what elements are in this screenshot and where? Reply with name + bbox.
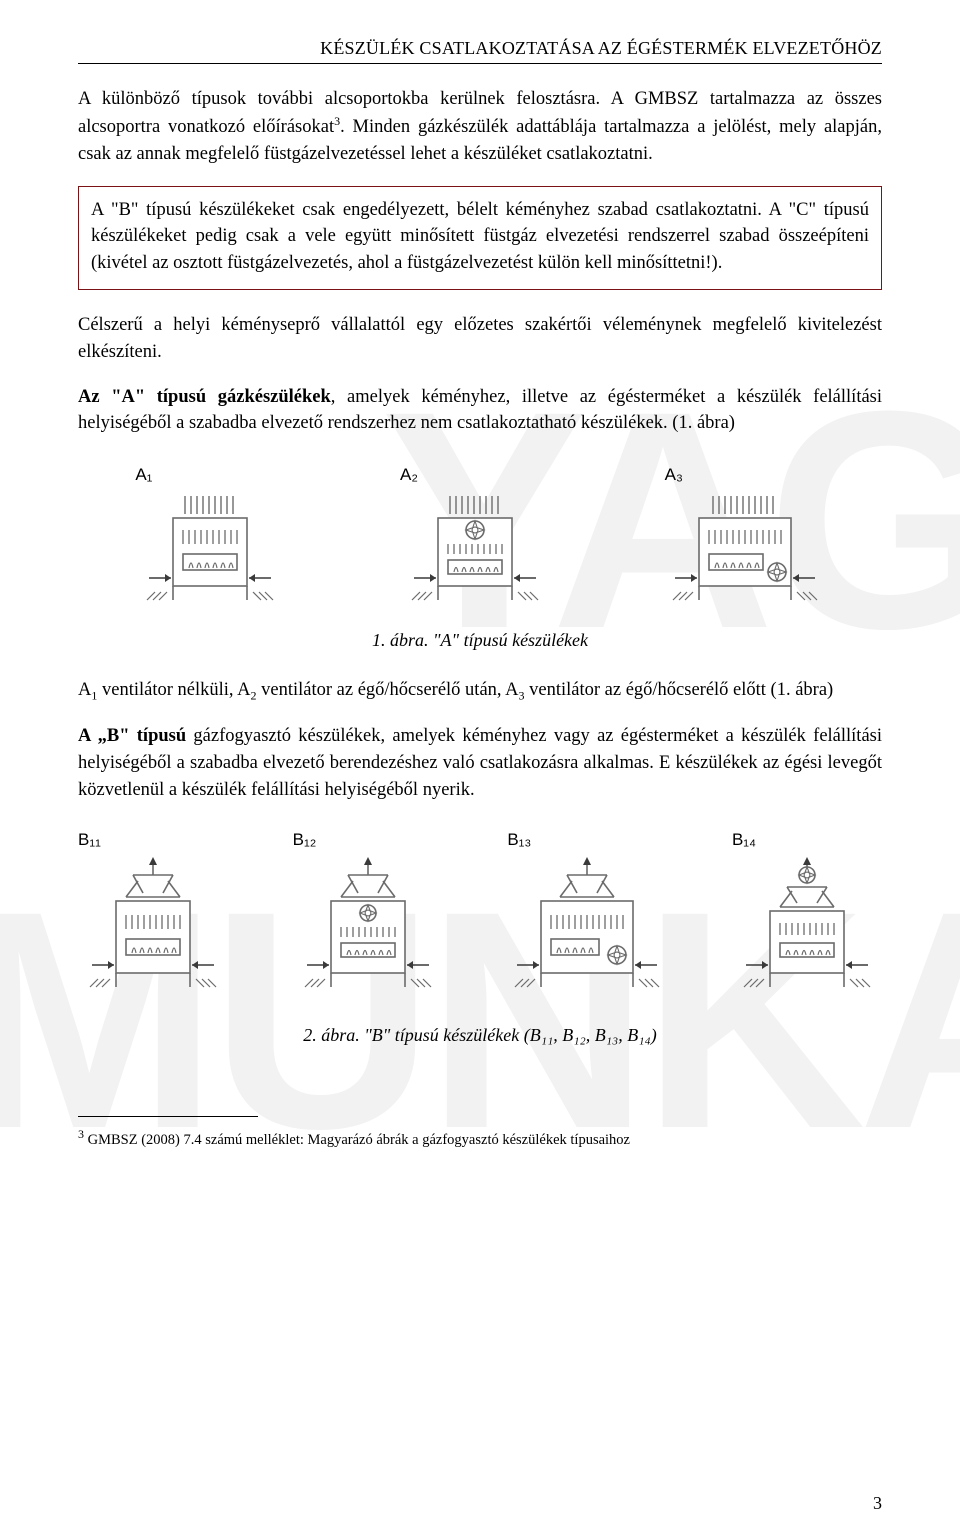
paragraph-1: A különböző típusok további alcsoportokb… [78, 86, 882, 168]
page-number: 3 [873, 1493, 882, 1514]
paragraph-2: Célszerű a helyi kéményseprő vállalattól… [78, 312, 882, 366]
svg-device-b12 [293, 853, 443, 1013]
label-b14: B₁₄ [732, 830, 882, 850]
footnote-rule [78, 1116, 258, 1117]
label-a3: A₃ [665, 465, 825, 485]
p3-lead: Az "A" típusú gázkészülékek [78, 387, 331, 407]
label-a1: A₁ [135, 465, 285, 485]
paragraph-4: A1 ventilátor nélküli, A2 ventilátor az … [78, 677, 882, 705]
box-text: A "B" típusú készülékeket csak engedélye… [91, 197, 869, 277]
p4d: ventilátor az égő/hőcserélő előtt (1. áb… [525, 680, 834, 700]
device-a3: A₃ [665, 465, 825, 618]
figure-1-caption: 1. ábra. "A" típusú készülékek [78, 630, 882, 651]
svg-device-b14 [732, 853, 882, 1013]
p4b: ventilátor nélküli, A [97, 680, 250, 700]
svg-device-a1 [135, 488, 285, 618]
footnote-text: GMBSZ (2008) 7.4 számú melléklet: Magyar… [84, 1132, 630, 1148]
highlight-box: A "B" típusú készülékeket csak engedélye… [78, 186, 882, 290]
header-rule [78, 63, 882, 64]
svg-device-b11 [78, 853, 228, 1013]
figure-2-caption: 2. ábra. "B" típusú készülékek (B₁₁, B₁₂… [78, 1025, 882, 1046]
label-b12: B₁₂ [293, 830, 443, 850]
page-header-title: KÉSZÜLÉK CSATLAKOZTATÁSA AZ ÉGÉSTERMÉK E… [78, 38, 882, 59]
device-a1: A₁ [135, 465, 285, 618]
label-b13: B₁₃ [507, 830, 667, 850]
p4c: ventilátor az égő/hőcserélő után, A [257, 680, 519, 700]
svg-device-a3 [665, 488, 825, 618]
footnote-3: 3 GMBSZ (2008) 7.4 számú melléklet: Magy… [78, 1127, 882, 1149]
label-a2: A₂ [400, 465, 550, 485]
device-b14: B₁₄ [732, 830, 882, 1013]
svg-device-b13 [507, 853, 667, 1013]
p5-rest: gázfogyasztó készülékek, amelyek kéményh… [78, 726, 882, 800]
device-b12: B₁₂ [293, 830, 443, 1013]
label-b11: B₁₁ [78, 830, 228, 850]
paragraph-5: A „B" típusú gázfogyasztó készülékek, am… [78, 723, 882, 803]
device-b11: B₁₁ [78, 830, 228, 1013]
p4a: A [78, 680, 91, 700]
p5-lead: A „B" típusú [78, 726, 186, 746]
figure-2-row: B₁₁ [78, 830, 882, 1013]
figure-1-row: A₁ [78, 465, 882, 618]
paragraph-3: Az "A" típusú gázkészülékek, amelyek kém… [78, 384, 882, 438]
svg-device-a2 [400, 488, 550, 618]
device-b13: B₁₃ [507, 830, 667, 1013]
device-a2: A₂ [400, 465, 550, 618]
